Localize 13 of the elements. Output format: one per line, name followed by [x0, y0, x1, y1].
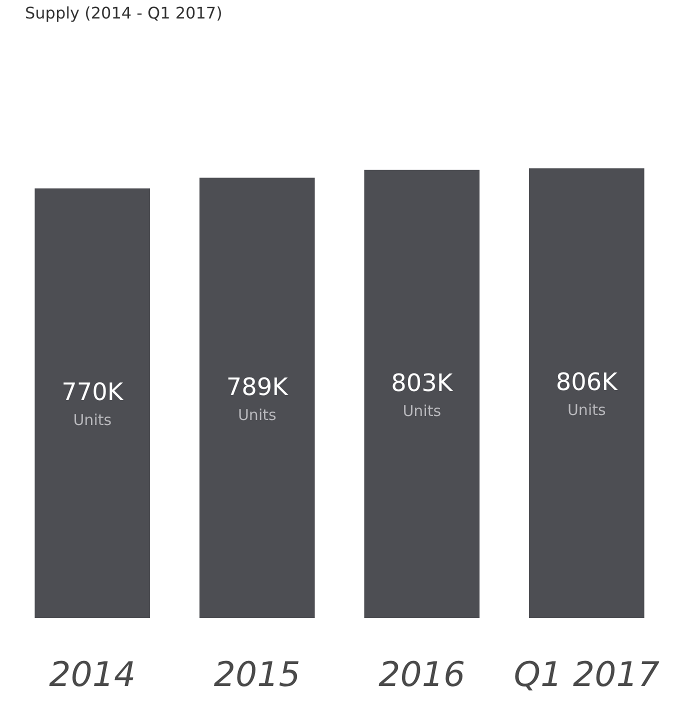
chart-title: Supply (2014 - Q1 2017): [25, 4, 222, 22]
bar: [199, 178, 315, 618]
x-tick-label: Q1 2017: [514, 655, 660, 695]
x-tick-label: 2014: [49, 655, 136, 695]
data-label: 770K Units: [62, 378, 124, 430]
data-label: 789K Units: [226, 372, 290, 424]
bar: [528, 168, 644, 618]
bar: [34, 188, 150, 618]
bar: [364, 170, 480, 618]
x-tick-label: 2015: [214, 655, 300, 695]
x-tick-label: 2016: [378, 655, 466, 695]
data-label: 803K Units: [391, 368, 454, 420]
data-label: 806K Units: [556, 368, 619, 420]
